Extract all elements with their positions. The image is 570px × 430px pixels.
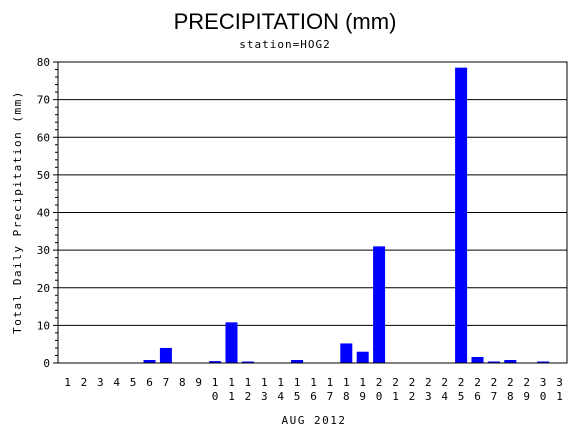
bar-day-30 xyxy=(537,361,550,363)
x-tick-label: 4 xyxy=(113,376,120,389)
bar-day-27 xyxy=(487,361,500,363)
chart-title: PRECIPITATION (mm) xyxy=(174,9,397,34)
x-tick-label: 8 xyxy=(179,376,186,389)
y-axis-ticks: 0 10 20 30 40 50 60 70 80 xyxy=(37,56,58,370)
y-tick-label: 60 xyxy=(37,131,50,144)
bar-day-12 xyxy=(241,361,254,363)
bar-day-18 xyxy=(340,343,353,363)
y-tick-label: 50 xyxy=(37,169,50,182)
bar-day-15 xyxy=(291,359,304,363)
y-tick-label: 40 xyxy=(37,207,50,220)
bar-day-7 xyxy=(159,347,172,363)
bar-day-10 xyxy=(209,361,222,363)
y-tick-label: 30 xyxy=(37,244,50,257)
bars xyxy=(143,67,550,364)
gridlines xyxy=(58,61,567,326)
bar-day-11 xyxy=(225,322,238,363)
bar-day-20 xyxy=(373,246,386,363)
x-tick-label: 9 xyxy=(195,376,202,389)
y-tick-label: 0 xyxy=(43,357,50,370)
x-axis-label: AUG 2012 xyxy=(282,414,347,427)
bar-day-25 xyxy=(455,67,468,364)
bar-day-28 xyxy=(504,359,517,363)
x-tick-label: 7 xyxy=(163,376,170,389)
y-tick-label: 80 xyxy=(37,56,50,69)
x-tick-label: 6 xyxy=(146,376,153,389)
bar-day-19 xyxy=(356,351,369,363)
y-tick-label: 10 xyxy=(37,319,50,332)
x-tick-label: 1 xyxy=(64,376,71,389)
plot-frame xyxy=(57,61,568,364)
y-tick-label: 70 xyxy=(37,94,50,107)
bar-day-6 xyxy=(143,359,156,363)
y-tick-label: 20 xyxy=(37,282,50,295)
x-tick-label: 2 xyxy=(81,376,88,389)
y-axis-label: Total Daily Precipitation (mm) xyxy=(11,90,24,334)
bar-day-26 xyxy=(471,356,484,363)
x-tick-label: 3 xyxy=(97,376,104,389)
x-tick-label: 5 xyxy=(130,376,137,389)
x-axis-ticks: 1 2 3 4 5 6 7 8 9 1 01 11 21 31 41 51 61 71 81 92 02 12 22 32 42… xyxy=(64,376,563,403)
chart-subtitle: station=HOG2 xyxy=(239,38,330,51)
